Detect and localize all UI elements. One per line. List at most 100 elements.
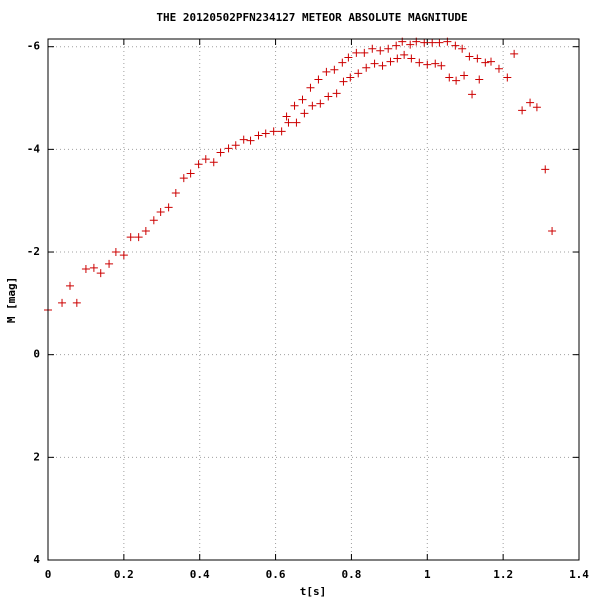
point	[393, 54, 402, 63]
point	[406, 40, 415, 49]
point	[392, 41, 401, 50]
point	[89, 263, 98, 272]
point	[216, 148, 225, 157]
point	[111, 248, 120, 257]
point	[284, 118, 293, 127]
point	[451, 41, 460, 50]
x-axis-label: t[s]	[300, 585, 327, 598]
y-tick-label: 2	[33, 450, 40, 463]
point	[149, 216, 158, 225]
point	[376, 46, 385, 55]
point	[352, 48, 361, 57]
point	[475, 75, 484, 84]
point	[481, 58, 490, 67]
point	[487, 57, 496, 66]
point	[386, 57, 395, 66]
x-tick-label: 0	[45, 568, 52, 581]
y-tick-label: -4	[27, 142, 41, 155]
point	[338, 58, 347, 67]
point	[431, 59, 440, 68]
point	[254, 131, 263, 140]
point	[224, 144, 233, 153]
point	[58, 298, 67, 307]
y-tick-label: -2	[27, 245, 40, 258]
point	[548, 226, 557, 235]
point	[452, 76, 461, 85]
point	[460, 71, 469, 80]
point	[239, 135, 248, 144]
point	[298, 95, 307, 104]
point	[503, 73, 512, 82]
point	[435, 38, 444, 47]
point	[437, 61, 446, 70]
point	[209, 158, 218, 167]
point	[541, 165, 550, 174]
chart-title: THE 20120502PFN234127 METEOR ABSOLUTE MA…	[156, 11, 467, 24]
point	[330, 65, 339, 74]
point	[322, 67, 331, 76]
point	[306, 83, 315, 92]
point	[72, 298, 81, 307]
point	[277, 127, 286, 136]
point	[156, 207, 165, 216]
point	[344, 53, 353, 62]
point	[105, 259, 114, 268]
plot-frame	[47, 38, 580, 561]
point	[292, 118, 301, 127]
point	[346, 73, 355, 82]
point	[141, 226, 150, 235]
point	[465, 52, 474, 61]
point	[458, 44, 467, 53]
point	[360, 48, 369, 57]
point	[171, 188, 180, 197]
x-tick-label: 1.4	[569, 568, 589, 581]
point	[134, 233, 143, 242]
point	[400, 50, 409, 59]
point	[354, 69, 363, 78]
point	[119, 251, 128, 260]
point	[308, 101, 317, 110]
point	[290, 101, 299, 110]
point	[179, 174, 188, 183]
point	[423, 60, 432, 69]
point	[269, 127, 278, 136]
y-tick-label: -6	[27, 40, 41, 53]
point	[407, 54, 416, 63]
point	[300, 109, 309, 118]
x-tick-label: 0.2	[114, 568, 134, 581]
point	[428, 38, 437, 47]
point	[96, 269, 105, 278]
point	[261, 129, 270, 138]
point	[282, 112, 291, 121]
point	[378, 61, 387, 70]
y-tick-label: 0	[33, 348, 40, 361]
point	[420, 38, 429, 47]
plot	[44, 37, 557, 315]
point	[339, 77, 348, 86]
point	[126, 233, 135, 242]
point	[370, 59, 379, 68]
x-tick-label: 0.8	[341, 568, 361, 581]
point	[473, 54, 482, 63]
x-tick-label: 1	[424, 568, 431, 581]
point	[194, 160, 203, 169]
point	[65, 281, 74, 290]
point	[384, 44, 393, 53]
point	[526, 98, 535, 107]
point	[468, 90, 477, 99]
point	[246, 136, 255, 145]
point	[510, 49, 519, 58]
y-tick-label: 4	[33, 553, 40, 566]
point	[518, 106, 527, 115]
point	[231, 141, 240, 150]
point	[81, 264, 90, 273]
x-tick-label: 1.2	[493, 568, 513, 581]
point	[445, 73, 454, 82]
point	[324, 92, 333, 101]
x-tick-label: 0.4	[190, 568, 210, 581]
y-axis-label: M [mag]	[5, 277, 18, 323]
point	[532, 103, 541, 112]
point	[415, 58, 424, 67]
point	[332, 89, 341, 98]
